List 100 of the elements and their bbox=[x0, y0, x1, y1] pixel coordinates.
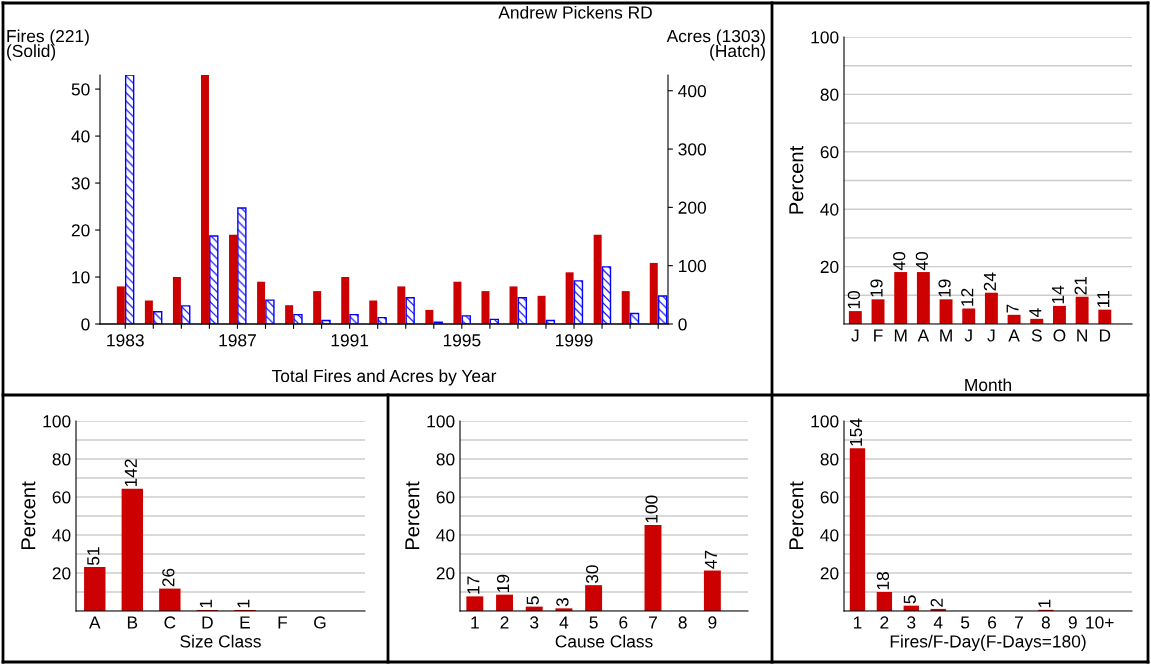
x-axis-title: Cause Class bbox=[555, 634, 653, 648]
x-tick-label: 1991 bbox=[331, 334, 369, 347]
x-tick-label: 5 bbox=[960, 616, 970, 629]
y-tick-label: 20 bbox=[71, 224, 90, 237]
annotation: 24 bbox=[983, 272, 996, 291]
x-tick-label: F bbox=[874, 329, 883, 342]
y-tick-label: 60 bbox=[820, 491, 839, 504]
annotation: 51 bbox=[87, 547, 100, 566]
x-tick-label: 2 bbox=[500, 616, 509, 629]
x-tick-label: 8 bbox=[678, 616, 687, 629]
annotation: 7 bbox=[1006, 304, 1019, 313]
x-tick-label: 2 bbox=[880, 616, 889, 629]
annotation: 1 bbox=[1038, 599, 1051, 608]
x-tick-label: 9 bbox=[1068, 616, 1077, 629]
y-tick-label: 60 bbox=[820, 145, 839, 159]
annotation: 5 bbox=[903, 595, 916, 604]
annotation: 154 bbox=[850, 418, 863, 446]
x-tick-label: D bbox=[202, 616, 213, 629]
annotation: 3 bbox=[556, 598, 569, 607]
chart-title: Andrew Pickens RD bbox=[498, 5, 652, 19]
y2-tick-label: 100 bbox=[679, 259, 707, 273]
y-tick-label: 80 bbox=[820, 88, 839, 101]
x-tick-label: O bbox=[1053, 329, 1066, 342]
x-tick-label: 6 bbox=[619, 616, 628, 629]
x-tick-label: 1983 bbox=[107, 334, 144, 347]
y-tick-label: 20 bbox=[820, 260, 839, 274]
annotation: 14 bbox=[1051, 285, 1064, 304]
annotation: 4 bbox=[1029, 308, 1042, 318]
x-tick-label: M bbox=[940, 329, 952, 342]
y-tick-label: 80 bbox=[52, 453, 71, 466]
y-tick-label: 40 bbox=[820, 529, 839, 542]
y-tick-label: 20 bbox=[52, 567, 71, 580]
y2-tick-label: 0 bbox=[678, 318, 687, 331]
y-axis-title: Percent bbox=[789, 481, 804, 550]
annotation: 1 bbox=[199, 599, 212, 608]
x-tick-label: 3 bbox=[907, 616, 916, 629]
y-tick-label: 100 bbox=[811, 415, 839, 428]
x-axis-title: Fires/F-Day(F-Days=180) bbox=[890, 634, 1086, 652]
x-tick-label: 1 bbox=[471, 616, 479, 629]
y-tick-label: 40 bbox=[71, 130, 90, 143]
x-tick-label: 6 bbox=[988, 616, 997, 629]
x-tick-label: 4 bbox=[933, 616, 943, 629]
annotation: 142 bbox=[124, 459, 137, 487]
x-tick-label: 7 bbox=[1015, 616, 1023, 629]
x-tick-label: M bbox=[894, 329, 907, 342]
x-tick-label: 3 bbox=[530, 616, 539, 629]
y-tick-label: 0 bbox=[81, 318, 90, 331]
y-tick-label: 60 bbox=[52, 491, 71, 504]
y2-tick-label: 200 bbox=[678, 201, 707, 214]
annotation: 40 bbox=[915, 252, 929, 271]
x-tick-label: 1 bbox=[853, 616, 862, 629]
x-tick-label: J bbox=[851, 329, 859, 342]
x-tick-label: G bbox=[314, 616, 326, 629]
y-tick-label: 60 bbox=[436, 491, 455, 504]
y-axis-title: Percent bbox=[21, 481, 36, 550]
y-axis-title: Percent bbox=[789, 145, 804, 214]
x-tick-label: 9 bbox=[708, 616, 717, 629]
y-tick-label: 40 bbox=[820, 203, 839, 216]
x-tick-label: 4 bbox=[559, 616, 569, 629]
annotation: 11 bbox=[1097, 291, 1110, 307]
x-tick-label: A bbox=[917, 329, 930, 342]
annotation: 18 bbox=[876, 572, 890, 590]
y-tick-label: 10 bbox=[72, 271, 90, 284]
x-tick-label: D bbox=[1099, 329, 1111, 342]
y-tick-label: 100 bbox=[427, 415, 455, 428]
x-tick-label: A bbox=[89, 616, 101, 629]
y-tick-label: 50 bbox=[71, 83, 90, 96]
x-tick-label: 1987 bbox=[219, 334, 256, 347]
x-tick-label: J bbox=[964, 329, 972, 342]
x-tick-label: B bbox=[127, 616, 138, 629]
x-tick-label: 10+ bbox=[1086, 616, 1114, 629]
x-tick-label: A bbox=[1008, 329, 1020, 342]
y-tick-label: 100 bbox=[811, 31, 839, 44]
x-tick-label: F bbox=[278, 616, 288, 629]
annotation: 47 bbox=[704, 550, 717, 569]
y2-tick-label: 400 bbox=[678, 84, 707, 98]
y-tick-label: 80 bbox=[436, 453, 455, 466]
y-tick-label: 40 bbox=[436, 529, 455, 542]
annotation: 5 bbox=[526, 596, 539, 605]
x-tick-label: 7 bbox=[649, 616, 657, 629]
x-tick-label: 5 bbox=[589, 616, 598, 629]
y-tick-label: 40 bbox=[52, 529, 71, 542]
x-tick-label: E bbox=[240, 616, 250, 629]
y-tick-label: 20 bbox=[436, 567, 455, 580]
annotation: 30 bbox=[585, 565, 599, 584]
y-tick-label: 80 bbox=[820, 453, 839, 466]
annotation: 26 bbox=[162, 568, 175, 587]
y2-axis-title: Acres (1303) (Hatch) bbox=[666, 29, 765, 61]
annotation: 1 bbox=[237, 599, 250, 608]
annotation: 19 bbox=[938, 279, 951, 297]
y-axis-title: Percent bbox=[405, 481, 420, 550]
y-tick-label: 20 bbox=[820, 567, 839, 580]
annotation: 17 bbox=[467, 576, 480, 594]
y-axis-title: Fires (221) (Solid) bbox=[7, 29, 89, 61]
y-tick-label: 30 bbox=[71, 177, 90, 190]
x-axis-title: Total Fires and Acres by Year bbox=[271, 369, 497, 386]
annotation: 12 bbox=[961, 288, 974, 306]
x-tick-label: C bbox=[164, 616, 176, 629]
annotation: 10 bbox=[847, 291, 860, 309]
x-tick-label: S bbox=[1031, 329, 1042, 342]
